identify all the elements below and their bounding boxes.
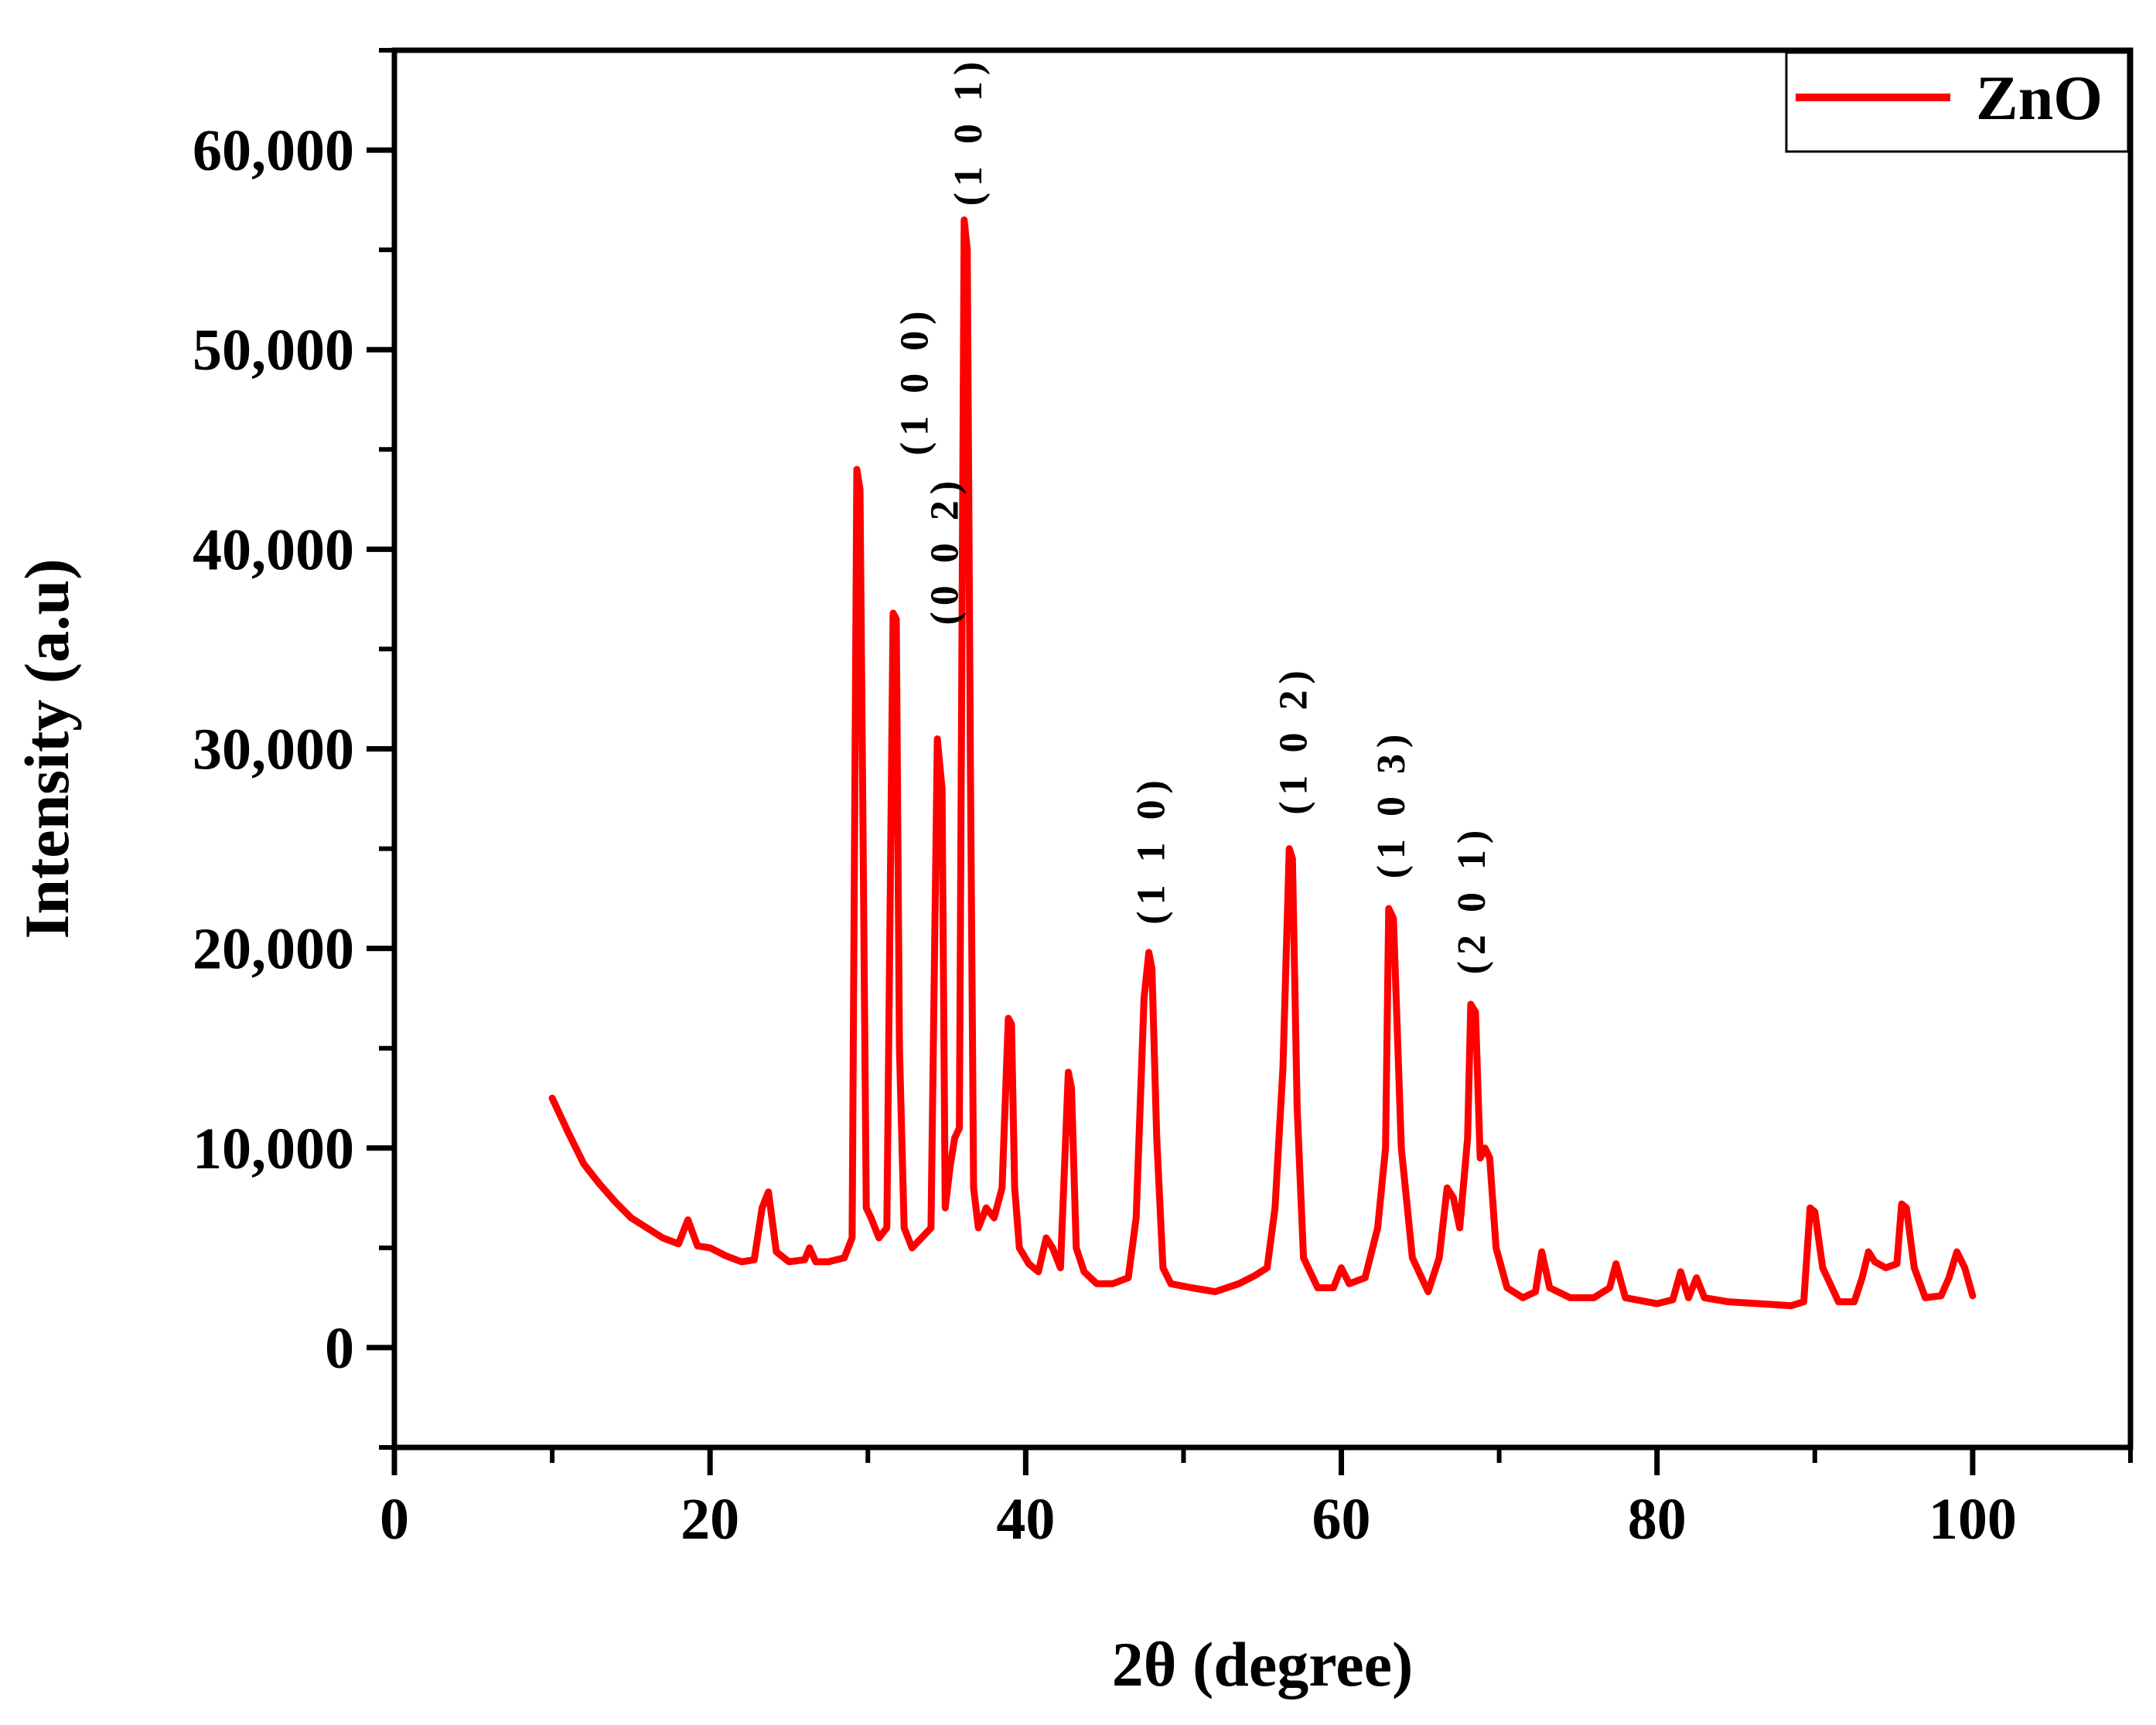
peak-label: (1 0 2) xyxy=(1271,664,1315,815)
x-tick-label: 40 xyxy=(996,1487,1055,1552)
x-tick-label: 100 xyxy=(1929,1487,2017,1552)
peak-label: (1 0 0) xyxy=(893,305,937,455)
series-line-zno xyxy=(548,216,1977,1310)
peak-annotations: (1 0 1) (1 0 0) (0 0 2) (1 1 0) (1 0 2) (1 0 … xyxy=(893,56,1494,974)
y-axis: 0 10,000 20,000 30,000 40,000 50,000 60,000 xyxy=(193,48,394,1450)
peak-label: (0 0 2) xyxy=(923,475,967,626)
plot-border xyxy=(391,47,2134,1451)
y-tick-label: 50,000 xyxy=(193,318,354,383)
y-tick-label: 20,000 xyxy=(193,917,354,982)
x-axis-title: 2θ (degree) xyxy=(1112,1629,1414,1699)
legend-label: ZnO xyxy=(1976,63,2103,133)
y-axis-title: Intensity (a.u) xyxy=(12,558,82,939)
y-tick-label: 10,000 xyxy=(193,1116,354,1181)
y-tick-label: 0 xyxy=(325,1316,354,1381)
series-layer xyxy=(548,216,1977,1310)
x-tick-label: 80 xyxy=(1628,1487,1687,1552)
plot-frame xyxy=(391,47,2134,1451)
peak-label: (1 0 1) xyxy=(947,56,991,206)
legend-box xyxy=(1785,51,2130,153)
y-tick-label: 30,000 xyxy=(193,718,354,782)
peak-label: (1 0 3) xyxy=(1370,728,1414,879)
y-tick-label: 60,000 xyxy=(193,118,354,183)
x-axis: 0 20 40 60 80 100 xyxy=(380,1447,2133,1552)
legend: ZnO xyxy=(1785,51,2130,153)
peak-label: (1 1 0) xyxy=(1130,774,1174,925)
x-tick-label: 60 xyxy=(1312,1487,1371,1552)
x-tick-label: 0 xyxy=(380,1487,409,1552)
peak-label: (2 0 1) xyxy=(1450,824,1494,975)
y-tick-label: 40,000 xyxy=(193,517,354,582)
x-tick-label: 20 xyxy=(681,1487,739,1552)
